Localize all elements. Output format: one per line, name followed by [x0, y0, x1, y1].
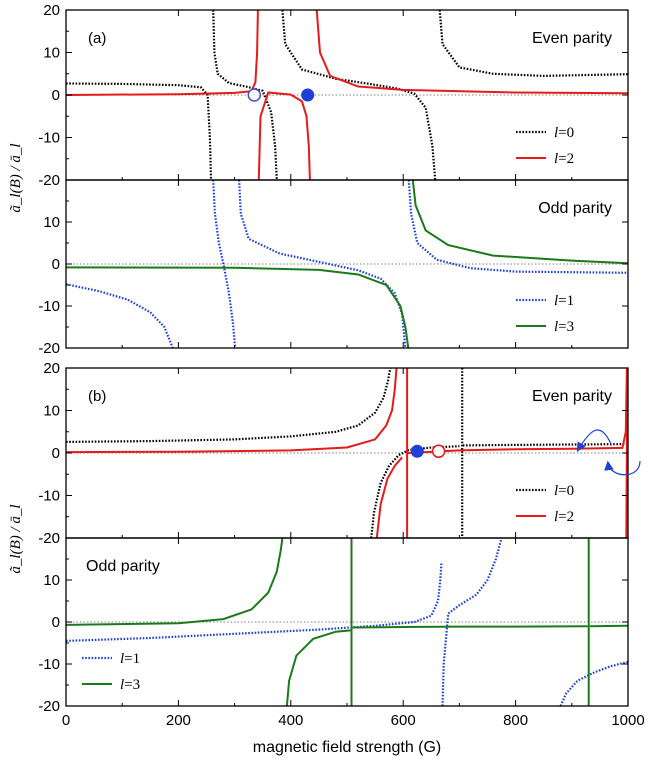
- transition-arrow-up: [578, 430, 611, 450]
- series-l3-segment-0: [66, 267, 408, 348]
- parity-label: Odd parity: [538, 200, 612, 217]
- legend-label: l=2: [554, 509, 574, 525]
- panel-tag: (a): [88, 30, 106, 47]
- series-l3-segment-0: [66, 538, 282, 625]
- y-axis-title-bottom: ã_l(B) / ā_l: [8, 504, 24, 573]
- y-tick-label: -10: [38, 298, 60, 315]
- y-tick-label: -10: [38, 488, 60, 505]
- series-l3-segment-3: [353, 626, 588, 627]
- transition-arrow-down: [608, 461, 640, 475]
- y-tick-label: 0: [52, 445, 60, 462]
- legend-label: l=3: [554, 319, 574, 335]
- legend: l=1 l=3: [516, 293, 574, 335]
- series-l0-segment-3: [463, 444, 628, 445]
- legend: l=1 l=3: [82, 651, 140, 693]
- x-tick-label: 0: [62, 712, 70, 729]
- marker-filled-circle: [302, 89, 314, 101]
- y-axis-title: ã_l(B) / ā_l: [8, 143, 24, 212]
- panel-tag: (b): [88, 388, 106, 405]
- y-tick-label: 20: [43, 2, 60, 19]
- x-axis-title: magnetic field strength (G): [253, 739, 442, 756]
- legend-label: l=0: [554, 483, 574, 499]
- panels-layer: [66, 10, 628, 706]
- marker-open-circle: [248, 89, 260, 101]
- legend-label: l=1: [554, 293, 574, 309]
- legend-label: l=0: [554, 125, 574, 141]
- y-tick-label: 0: [52, 614, 60, 631]
- legend: l=0 l=2: [516, 125, 574, 167]
- legend-label: l=1: [120, 651, 140, 667]
- series-l0-segment-0: [66, 368, 390, 442]
- y-tick-label: 10: [43, 45, 60, 62]
- legend: l=0 l=2: [516, 483, 574, 525]
- y-tick-label: 0: [52, 87, 60, 104]
- series-l0-segment-0: [66, 84, 211, 181]
- y-tick-label: -20: [38, 530, 60, 547]
- legend-label: l=2: [554, 151, 574, 167]
- y-tick-label: 10: [43, 403, 60, 420]
- axes-layer: 20 10 0 -10 -20 (a) Even parity l=0 l=2 10 0 -10 -20…: [38, 2, 644, 729]
- series-l3-segment-1: [287, 630, 351, 706]
- parity-label: Even parity: [532, 388, 612, 405]
- parity-label: Odd parity: [86, 558, 160, 575]
- series-l2-segment-1: [259, 93, 310, 181]
- series-l2-segment-3: [408, 368, 627, 453]
- y-tick-label: -10: [38, 656, 60, 673]
- marker-filled-circle: [411, 445, 423, 457]
- series-l1-segment-3: [409, 180, 628, 273]
- y-tick-label: 10: [43, 572, 60, 589]
- y-tick-label: -20: [38, 172, 60, 189]
- series-l1-segment-2: [561, 662, 628, 706]
- x-tick-label: 800: [503, 712, 528, 729]
- y-tick-label: -20: [38, 698, 60, 715]
- series-l2-segment-0: [66, 368, 397, 452]
- legend-label: l=3: [120, 677, 140, 693]
- y-tick-label: 10: [43, 214, 60, 231]
- series-l3-segment-1: [413, 180, 628, 263]
- parity-label: Even parity: [532, 30, 612, 47]
- y-tick-label: -10: [38, 130, 60, 147]
- x-tick-label: 200: [166, 712, 191, 729]
- y-tick-label: -20: [38, 340, 60, 357]
- y-tick-label: 20: [43, 360, 60, 377]
- marker-open-circle: [433, 445, 445, 457]
- x-tick-label: 400: [278, 712, 303, 729]
- series-l2-segment-2: [317, 10, 628, 93]
- series-l1-segment-0: [66, 284, 173, 348]
- x-tick-label: 1000: [611, 712, 644, 729]
- series-l2-segment-1: [377, 457, 402, 538]
- y-tick-label: 0: [52, 256, 60, 273]
- x-tick-label: 600: [391, 712, 416, 729]
